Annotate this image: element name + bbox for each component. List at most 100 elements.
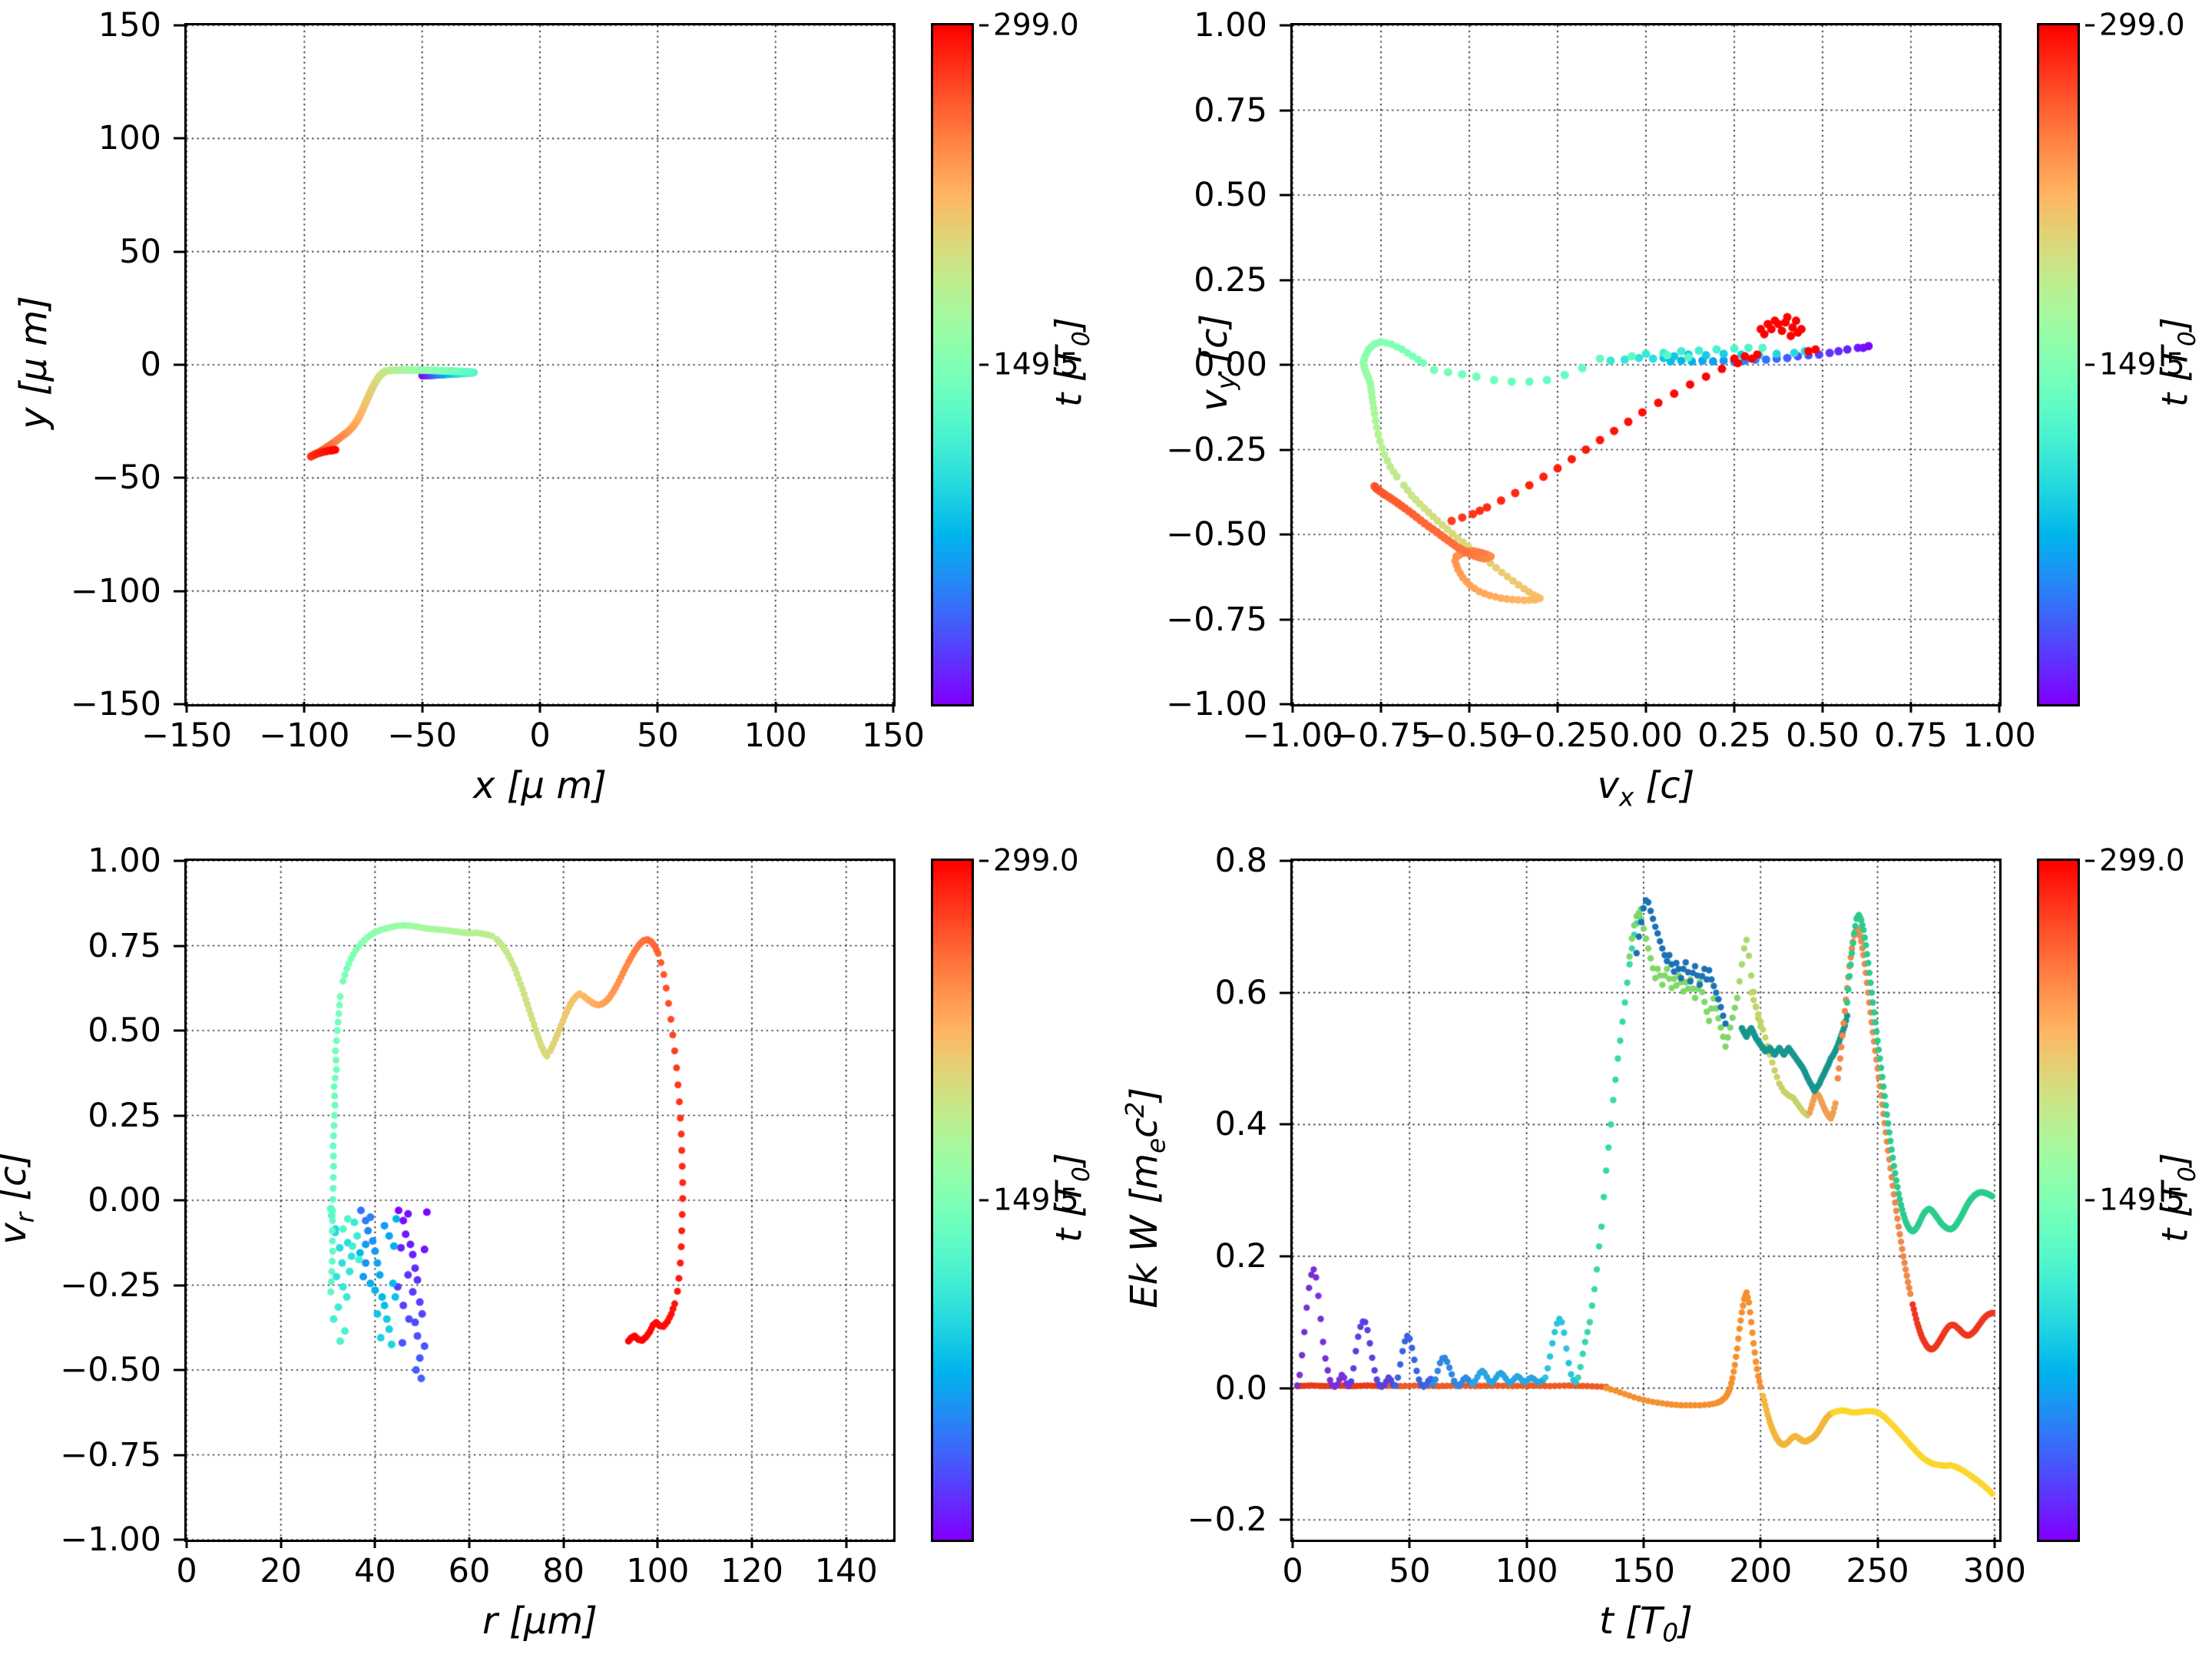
x-tick-label: −100 bbox=[259, 716, 350, 755]
colorbar-label: t [T0] bbox=[1045, 23, 1098, 702]
y-axis-ticks: 1.00 0.75 0.50 0.25 0.00 −0.25 −0.50 −0.75 −1.00 bbox=[1106, 6, 1290, 723]
y-tick-label: 1.00 bbox=[88, 842, 161, 880]
label-segment: T bbox=[2154, 1182, 2196, 1204]
y-tick-label: 0.50 bbox=[88, 1011, 161, 1050]
colorbar-label: t [T0] bbox=[2151, 23, 2204, 702]
colorbar-tick-mark bbox=[2085, 1199, 2094, 1202]
y-axis-label: vr [c] bbox=[0, 859, 40, 1537]
y-tick-label: 0.75 bbox=[88, 926, 161, 965]
x-tick-label: 150 bbox=[861, 716, 926, 755]
x-tick-mark bbox=[1468, 702, 1471, 713]
y-tick-label: −150 bbox=[70, 685, 161, 723]
scatter-canvas bbox=[187, 861, 893, 1540]
colorbar-ticks: 299.0 149.5 bbox=[979, 8, 1106, 704]
x-tick-mark bbox=[656, 1537, 659, 1548]
colorbar-tick-mark bbox=[2085, 24, 2094, 27]
plot-area bbox=[1290, 859, 2002, 1542]
x-tick-label: 0.75 bbox=[1874, 716, 1948, 755]
subplot-t-Ek: 0.8 0.6 0.4 0.2 0.0 −0.2 0 50 100 150 200 250 300 t… bbox=[1106, 836, 2212, 1671]
x-axis-label: t [T0] bbox=[1290, 1600, 2002, 1648]
x-tick-mark bbox=[280, 1537, 283, 1548]
colorbar-tick-mark bbox=[979, 363, 988, 366]
x-tick-label: 100 bbox=[743, 716, 807, 755]
x-tick-mark bbox=[1759, 1537, 1762, 1548]
x-tick-label: −1.00 bbox=[1242, 716, 1343, 755]
label-segment: x bbox=[1618, 783, 1634, 812]
label-segment: ] bbox=[1048, 1153, 1090, 1167]
x-tick-mark bbox=[373, 1537, 376, 1548]
x-tick-mark bbox=[1525, 1537, 1528, 1548]
y-tick-label: 0.8 bbox=[1214, 842, 1267, 880]
y-tick-label: −0.25 bbox=[1166, 430, 1267, 469]
colorbar-gradient bbox=[933, 861, 972, 1540]
label-segment: [c] bbox=[1634, 764, 1695, 807]
y-tick-mark bbox=[174, 250, 184, 253]
scatter-canvas bbox=[187, 25, 893, 704]
scatter-canvas bbox=[1293, 861, 1999, 1540]
y-tick-label: −1.00 bbox=[1166, 685, 1267, 723]
x-tick-label: 100 bbox=[626, 1552, 690, 1590]
colorbar-tick-label: 149.5 bbox=[2099, 1183, 2185, 1218]
label-segment: 0 bbox=[1662, 1618, 1679, 1648]
x-tick-mark bbox=[421, 702, 424, 713]
y-tick-mark bbox=[174, 1284, 184, 1286]
plot-area bbox=[1290, 23, 2002, 706]
y-axis-label-text: y [μ m] bbox=[12, 296, 55, 429]
x-axis-label: r [μm] bbox=[184, 1600, 896, 1643]
colorbar-tick-label: 299.0 bbox=[993, 8, 1079, 43]
x-tick-label: 0 bbox=[529, 716, 551, 755]
y-tick-label: 0 bbox=[140, 346, 161, 384]
colorbar bbox=[931, 23, 974, 706]
x-tick-mark bbox=[1642, 1537, 1645, 1548]
colorbar-tick-label: 149.5 bbox=[993, 347, 1079, 382]
y-tick-mark bbox=[1280, 1123, 1290, 1126]
x-tick-label: 150 bbox=[1611, 1552, 1675, 1590]
x-tick-label: 100 bbox=[1495, 1552, 1558, 1590]
x-tick-label: 0.00 bbox=[1609, 716, 1683, 755]
label-segment: 0 bbox=[1067, 331, 1095, 347]
x-tick-mark bbox=[1408, 1537, 1411, 1548]
x-tick-label: 50 bbox=[636, 716, 679, 755]
y-tick-mark bbox=[1280, 1387, 1290, 1390]
subplot-r-vr: 1.00 0.75 0.50 0.25 0.00 −0.25 −0.50 −0.75 −1.00… bbox=[0, 836, 1106, 1671]
colorbar-tick-label: 299.0 bbox=[2099, 8, 2185, 43]
scatter-canvas bbox=[1293, 25, 1999, 704]
colorbar-label-text: t [T0] bbox=[1048, 318, 1094, 408]
x-tick-label: −0.75 bbox=[1330, 716, 1432, 755]
y-tick-mark bbox=[1280, 109, 1290, 111]
y-tick-mark bbox=[1280, 194, 1290, 197]
colorbar-tick-label: 149.5 bbox=[993, 1183, 1079, 1218]
y-axis-label-text: Ek W [mec2] bbox=[1121, 1087, 1171, 1309]
x-axis-label: x [μ m] bbox=[184, 764, 896, 807]
x-tick-label: 40 bbox=[353, 1552, 396, 1590]
x-tick-mark bbox=[750, 1537, 753, 1548]
colorbar bbox=[931, 859, 974, 1542]
label-segment: x bbox=[473, 764, 495, 807]
label-segment: y bbox=[1211, 374, 1241, 390]
subplot-x-y: −150 −100 −50 0 50 100 150 −150 −100 −50 0 50 100 15… bbox=[0, 0, 1106, 836]
label-segment: ] bbox=[1048, 317, 1090, 332]
colorbar-label-text: t [T0] bbox=[2154, 1153, 2200, 1243]
colorbar-tick-mark bbox=[2085, 363, 2094, 366]
colorbar-label-text: t [T0] bbox=[1048, 1153, 1094, 1243]
x-tick-mark bbox=[1821, 702, 1824, 713]
y-tick-label: 50 bbox=[119, 232, 161, 271]
x-tick-label: 0.25 bbox=[1697, 716, 1771, 755]
label-segment: Ek W [m bbox=[1123, 1153, 1167, 1309]
x-axis-ticks: 0 50 100 150 200 250 300 bbox=[1282, 1537, 2026, 1601]
y-tick-label: 0.2 bbox=[1214, 1236, 1267, 1276]
x-tick-label: 20 bbox=[260, 1552, 303, 1590]
y-tick-label: 0.75 bbox=[1194, 91, 1267, 130]
y-tick-label: −0.25 bbox=[60, 1266, 161, 1305]
x-tick-label: −50 bbox=[387, 716, 458, 755]
y-tick-mark bbox=[1280, 279, 1290, 281]
label-segment: T bbox=[1048, 1182, 1090, 1204]
y-axis-label: vy [c] bbox=[1192, 23, 1241, 702]
y-axis-label: Ek W [mec2] bbox=[1121, 859, 1171, 1537]
colorbar-tick-mark bbox=[2085, 859, 2094, 862]
label-segment: [c] bbox=[0, 1151, 35, 1201]
y-tick-mark bbox=[1280, 533, 1290, 536]
x-axis-ticks: −1.00 −0.75 −0.50 −0.25 0.00 0.25 0.50 0.75 1.00 bbox=[1242, 702, 2036, 766]
colorbar-tick-label: 149.5 bbox=[2099, 347, 2185, 382]
y-tick-label: 0.0 bbox=[1214, 1368, 1267, 1408]
